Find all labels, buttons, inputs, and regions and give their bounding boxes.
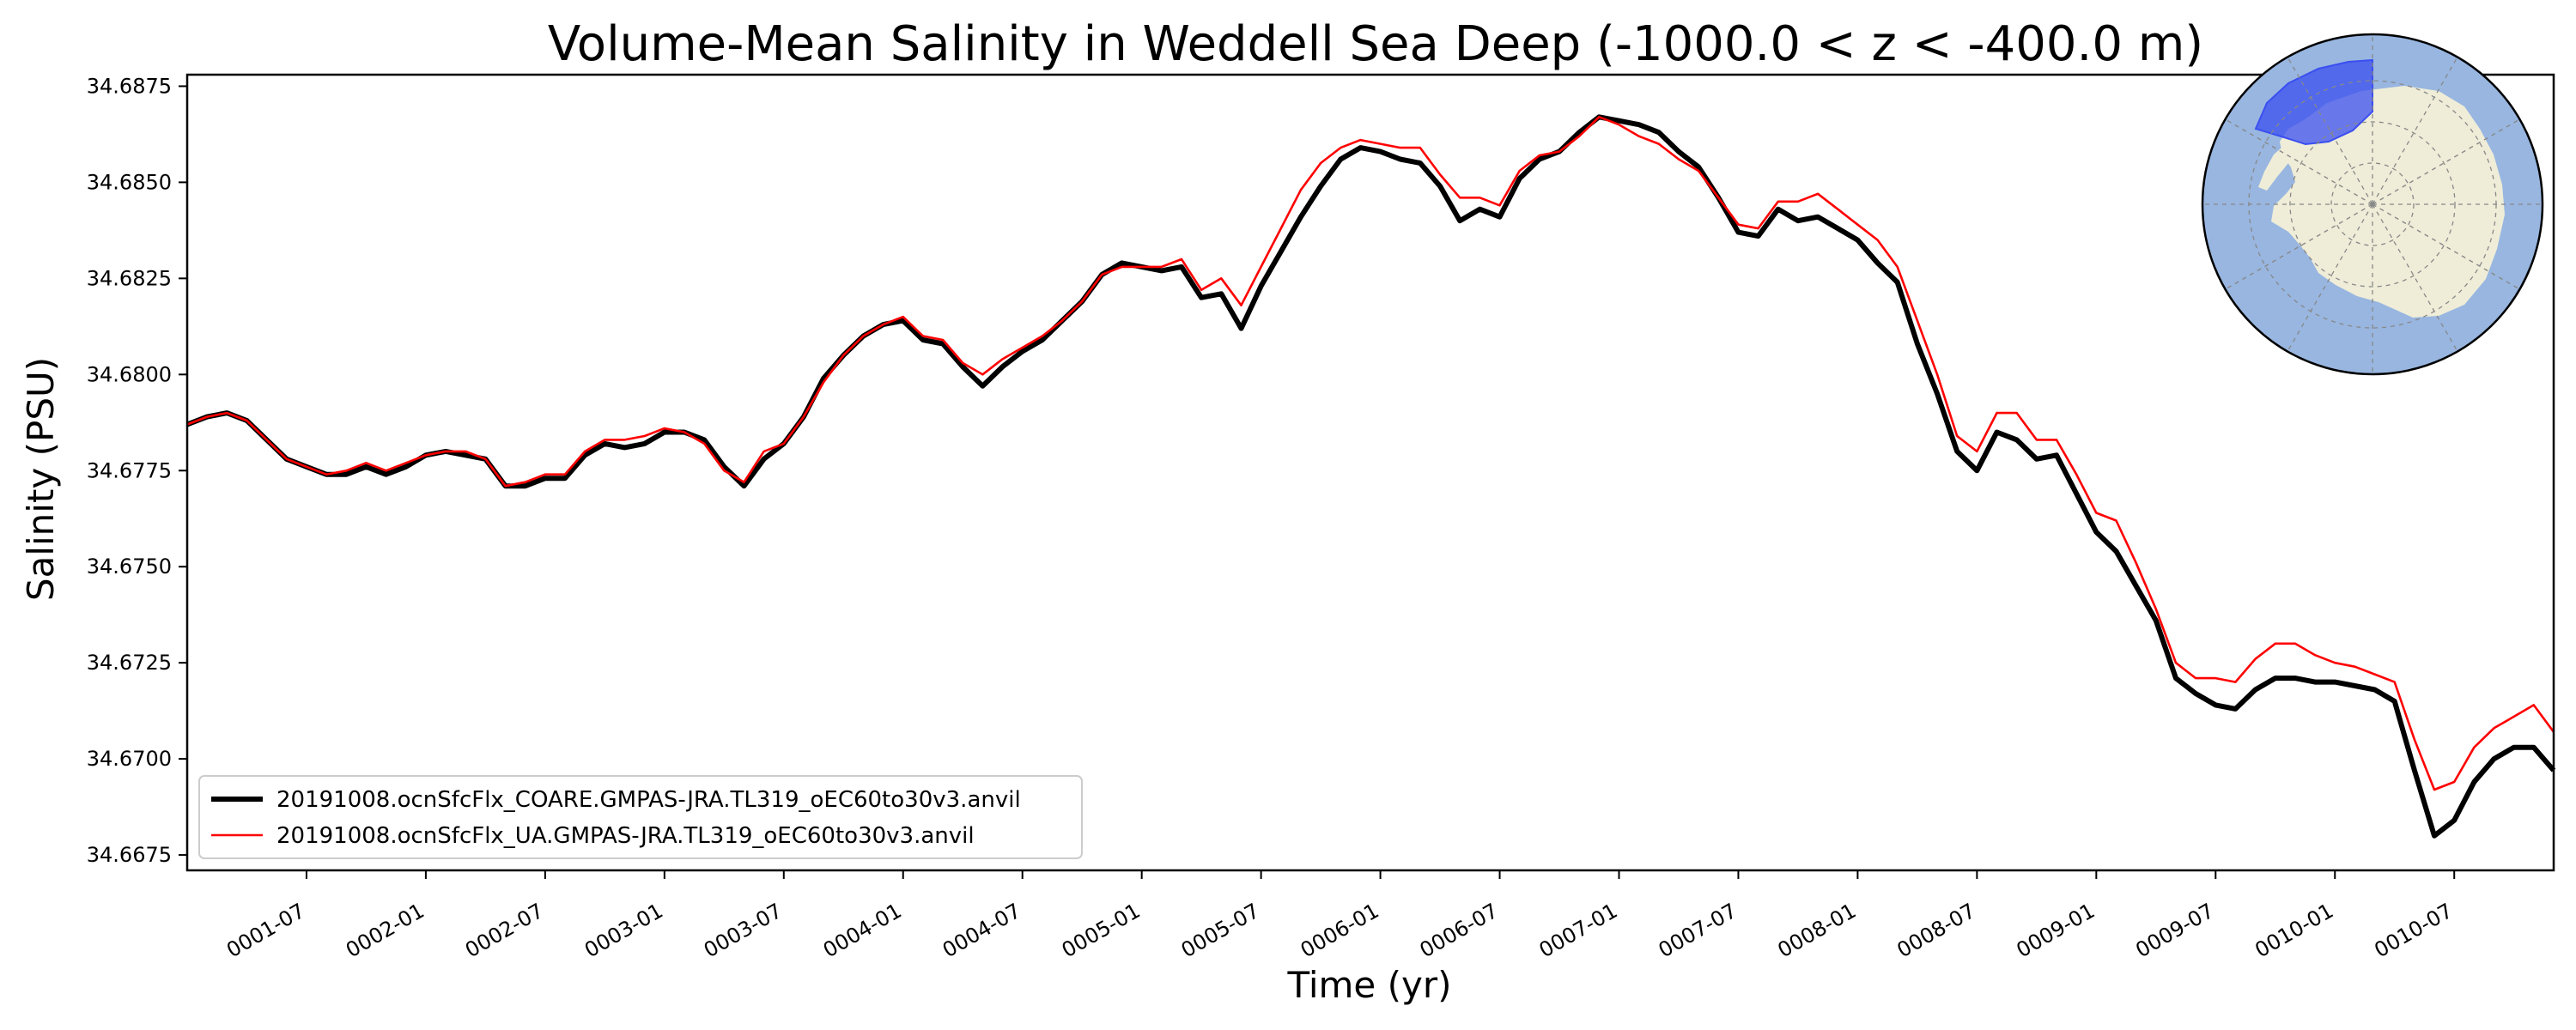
map-boundary: [2201, 33, 2544, 376]
map-meridian: [2286, 55, 2373, 205]
chart-title: Volume-Mean Salinity in Weddell Sea Deep…: [548, 16, 2203, 72]
x-tick-label: 0009-07: [2131, 899, 2218, 962]
series-line-1: [185, 114, 2556, 839]
y-tick-label: 34.6675: [87, 843, 172, 867]
y-axis-ticks: 34.6675 34.6700 34.6725 34.6750 34.6775 34.68…: [87, 74, 187, 867]
x-axis-label: Time (yr): [1286, 964, 1451, 1006]
x-tick-label: 0002-01: [342, 899, 428, 962]
legend: 20191008.ocnSfcFlx_COARE.GMPAS-JRA.TL319…: [198, 775, 1083, 859]
series-line-2: [186, 116, 2555, 791]
x-tick-label: 0007-01: [1535, 899, 1622, 962]
x-tick-label: 0004-01: [819, 899, 906, 962]
x-tick-label: 0006-07: [1416, 899, 1503, 962]
y-tick-label: 34.6800: [87, 362, 172, 386]
x-tick-label: 0006-01: [1297, 899, 1383, 962]
map-graticule: [2202, 34, 2543, 374]
map-meridian: [2372, 203, 2522, 291]
plot-frame: [185, 73, 2555, 872]
map-meridian: [2223, 203, 2373, 291]
map-parallel: [2330, 162, 2415, 246]
map-land-antarctica: [2271, 86, 2505, 318]
x-axis-ticks: 0001-07 0002-01 0002-07 0003-01 0003-07 0004-…: [222, 870, 2457, 962]
x-tick-label: 0004-07: [939, 899, 1025, 962]
y-tick-label: 34.6775: [87, 458, 172, 482]
y-tick-label: 34.6825: [87, 266, 172, 290]
map-meridian: [2372, 118, 2522, 205]
x-tick-label: 0010-07: [2370, 899, 2457, 962]
x-tick-label: 0003-01: [580, 899, 667, 962]
x-tick-label: 0008-07: [1893, 899, 1980, 962]
x-tick-label: 0010-01: [2251, 899, 2337, 962]
legend-label-series-2: 20191008.ocnSfcFlx_UA.GMPAS-JRA.TL319_oE…: [276, 823, 975, 849]
map-land-peninsula: [2258, 142, 2288, 191]
legend-label-series-1: 20191008.ocnSfcFlx_COARE.GMPAS-JRA.TL319…: [276, 787, 1021, 813]
map-meridian: [2223, 118, 2373, 205]
map-weddell-region: [2254, 58, 2373, 146]
x-tick-label: 0001-07: [222, 899, 309, 962]
x-tick-label: 0005-07: [1177, 899, 1264, 962]
series-layer: [185, 114, 2556, 839]
y-tick-label: 34.6875: [87, 74, 172, 98]
map-parallel: [2289, 121, 2456, 288]
y-tick-label: 34.6850: [87, 170, 172, 194]
y-tick-label: 34.6725: [87, 651, 172, 675]
map-meridian: [2372, 203, 2459, 354]
x-tick-label: 0007-07: [1655, 899, 1741, 962]
map-meridian: [2372, 55, 2459, 205]
inset-region-map: [2201, 33, 2544, 376]
y-axis-label: Salinity (PSU): [20, 357, 62, 601]
map-meridian: [2286, 203, 2373, 354]
x-tick-label: 0005-01: [1058, 899, 1145, 962]
x-tick-label: 0003-07: [700, 899, 787, 962]
y-tick-label: 34.6700: [87, 747, 172, 771]
x-tick-label: 0008-01: [1774, 899, 1861, 962]
y-tick-label: 34.6750: [87, 554, 172, 579]
x-tick-label: 0009-01: [2012, 899, 2099, 962]
legend-box: [198, 775, 1083, 859]
x-tick-label: 0002-07: [461, 899, 548, 962]
